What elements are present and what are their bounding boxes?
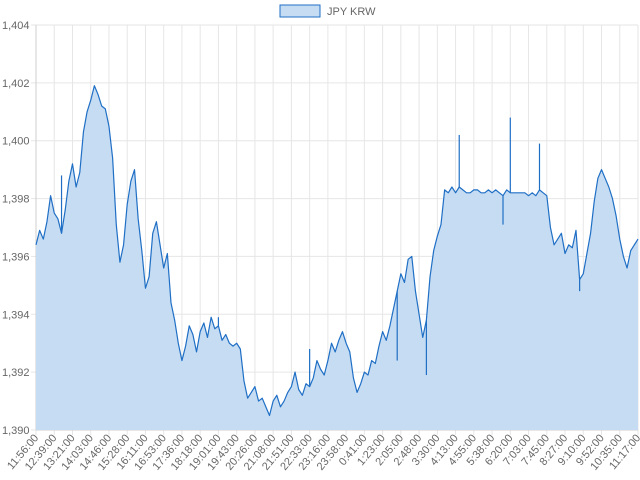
y-tick-label: 1,390 (2, 425, 30, 437)
y-tick-label: 1,392 (2, 367, 30, 379)
legend-swatch (279, 4, 321, 18)
legend-label: JPY KRW (327, 6, 376, 18)
y-tick-label: 1,400 (2, 136, 30, 148)
legend[interactable]: JPY KRW (279, 4, 376, 18)
series-line (35, 85, 639, 417)
series-area (35, 85, 639, 430)
x-axis: 11:56:0012:39:0013:21:0014:03:0014:46:00… (5, 429, 640, 473)
y-axis: 1,390 1,392 1,394 1,396 1,398 1,400 1,402 1,404 (2, 20, 37, 437)
y-tick-label: 1,404 (2, 20, 30, 32)
y-tick-label: 1,402 (2, 78, 30, 90)
y-tick-label: 1,398 (2, 194, 30, 206)
series-fill (36, 85, 638, 430)
y-tick-label: 1,396 (2, 251, 30, 263)
y-tick-label: 1,394 (2, 309, 30, 321)
